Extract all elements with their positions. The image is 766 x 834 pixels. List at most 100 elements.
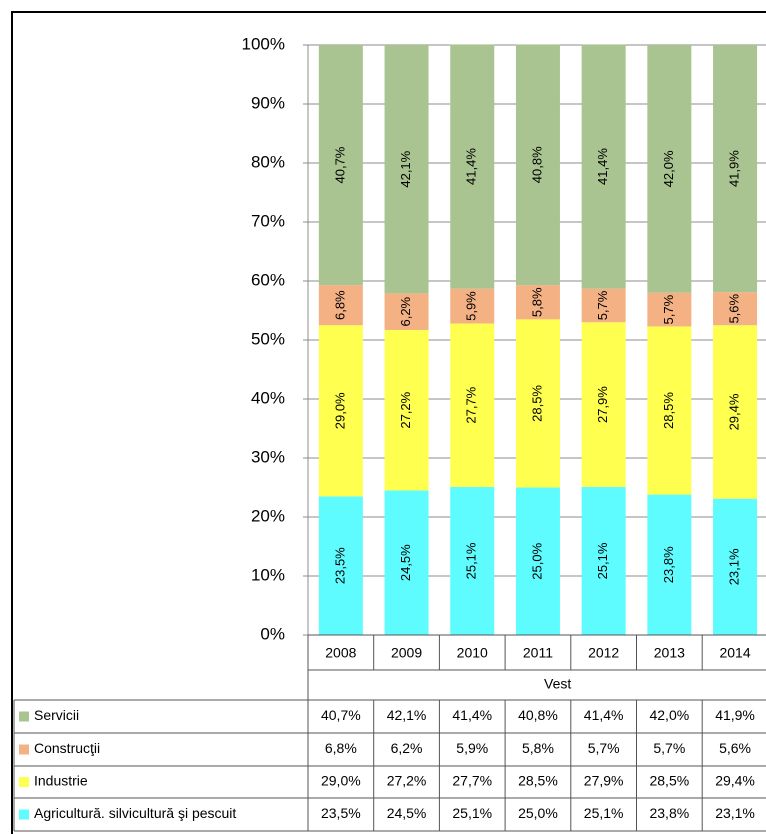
- bar-segment: [647, 292, 692, 327]
- table-value: 5,8%: [522, 740, 554, 756]
- bar-segment: [515, 319, 560, 488]
- legend-swatch: [19, 809, 29, 820]
- bar-segment: [384, 329, 429, 491]
- bar-segment: [450, 288, 495, 324]
- legend-swatch: [19, 711, 29, 722]
- table-value: 40,7%: [321, 707, 361, 723]
- table-value: 41,4%: [584, 707, 624, 723]
- x-axis-label: Vest: [544, 676, 571, 692]
- bar-segment: [647, 494, 692, 635]
- bar-label: 5,9%: [464, 291, 479, 321]
- table-value: 6,8%: [325, 740, 357, 756]
- table-value: 23,8%: [649, 805, 689, 821]
- y-tick-label: 100%: [242, 34, 285, 53]
- table-value: 25,0%: [518, 805, 558, 821]
- table-value: 23,5%: [321, 805, 361, 821]
- table-value: 6,2%: [391, 740, 423, 756]
- bar-segment: [450, 44, 495, 289]
- x-tick-label: 2011: [523, 645, 553, 661]
- bar-label: 23,1%: [726, 548, 741, 585]
- table-value: 27,9%: [584, 773, 624, 789]
- table-value: 27,7%: [452, 773, 492, 789]
- bar-segment: [713, 498, 758, 635]
- bar-segment: [515, 285, 560, 320]
- bar-segment: [713, 292, 758, 326]
- bar-segment: [581, 322, 626, 487]
- bar-label: 6,2%: [398, 296, 413, 326]
- y-tick-label: 50%: [251, 329, 285, 348]
- y-tick-label: 80%: [251, 152, 285, 171]
- table-value: 5,6%: [719, 740, 751, 756]
- bar-segment: [581, 288, 626, 323]
- y-tick-label: 10%: [251, 565, 285, 584]
- bar-label: 27,7%: [464, 386, 479, 423]
- bar-label: 41,4%: [595, 148, 610, 185]
- bar-segment: [581, 44, 626, 289]
- bar-label: 42,0%: [661, 150, 676, 187]
- legend-label: Industrie: [34, 773, 88, 789]
- bar-segment: [384, 45, 429, 294]
- table-value: 5,7%: [653, 740, 685, 756]
- table-value: 24,5%: [387, 805, 427, 821]
- bar-segment: [647, 326, 692, 495]
- x-tick-label: 2012: [588, 645, 619, 661]
- table-value: 25,1%: [452, 805, 492, 821]
- x-tick-label: 2009: [391, 645, 422, 661]
- bar-label: 28,5%: [529, 385, 544, 422]
- bar-label: 6,8%: [332, 290, 347, 320]
- bar-label: 5,8%: [529, 287, 544, 317]
- table-value: 29,0%: [321, 773, 361, 789]
- bar-label: 41,9%: [726, 150, 741, 187]
- bar-label: 5,7%: [595, 290, 610, 320]
- bar-label: 24,5%: [398, 544, 413, 581]
- y-tick-label: 90%: [251, 93, 285, 112]
- bar-label: 25,0%: [529, 542, 544, 579]
- bar-label: 25,1%: [595, 542, 610, 579]
- table-value: 42,0%: [649, 707, 689, 723]
- bar-label: 27,9%: [595, 386, 610, 423]
- bar-segment: [515, 44, 560, 286]
- legend-swatch: [19, 777, 29, 787]
- table-value: 5,7%: [588, 740, 620, 756]
- table-value: 40,8%: [518, 707, 558, 723]
- x-tick-label: 2010: [457, 645, 488, 661]
- table-value: 5,9%: [456, 740, 488, 756]
- bar-segment: [450, 323, 495, 487]
- bar-label: 40,7%: [332, 146, 347, 183]
- bar-segment: [713, 325, 758, 499]
- y-tick-label: 60%: [251, 270, 285, 289]
- bar-label: 28,5%: [661, 392, 676, 429]
- x-tick-label: 2008: [325, 645, 356, 661]
- bar-segment: [318, 325, 363, 497]
- bar-label: 40,8%: [529, 146, 544, 183]
- bar-label: 29,0%: [332, 392, 347, 429]
- bar-label: 29,4%: [726, 393, 741, 430]
- y-tick-label: 30%: [251, 447, 285, 466]
- table-value: 28,5%: [518, 773, 558, 789]
- table-value: 41,4%: [452, 707, 492, 723]
- legend-label: Servicii: [34, 707, 79, 723]
- bar-segment: [318, 496, 363, 635]
- y-tick-label: 0%: [260, 624, 285, 643]
- bar-label: 25,1%: [464, 542, 479, 579]
- legend-label: Agricultură. silvicultură şi pescuit: [34, 805, 236, 821]
- bar-label: 23,5%: [332, 547, 347, 584]
- bar-segment: [384, 490, 429, 635]
- table-value: 28,5%: [649, 773, 689, 789]
- bar-segment: [713, 45, 758, 293]
- table-value: 41,9%: [715, 707, 755, 723]
- x-tick-label: 2014: [719, 645, 750, 661]
- bar-segment: [318, 45, 363, 286]
- x-tick-label: 2013: [654, 645, 685, 661]
- bar-segment: [384, 293, 429, 330]
- bar-segment: [581, 486, 626, 635]
- table-value: 29,4%: [715, 773, 755, 789]
- bar-label: 27,2%: [398, 391, 413, 428]
- bar-label: 41,4%: [464, 148, 479, 185]
- table-value: 23,1%: [715, 805, 755, 821]
- table-value: 25,1%: [584, 805, 624, 821]
- y-tick-label: 40%: [251, 388, 285, 407]
- bar-segment: [647, 45, 692, 293]
